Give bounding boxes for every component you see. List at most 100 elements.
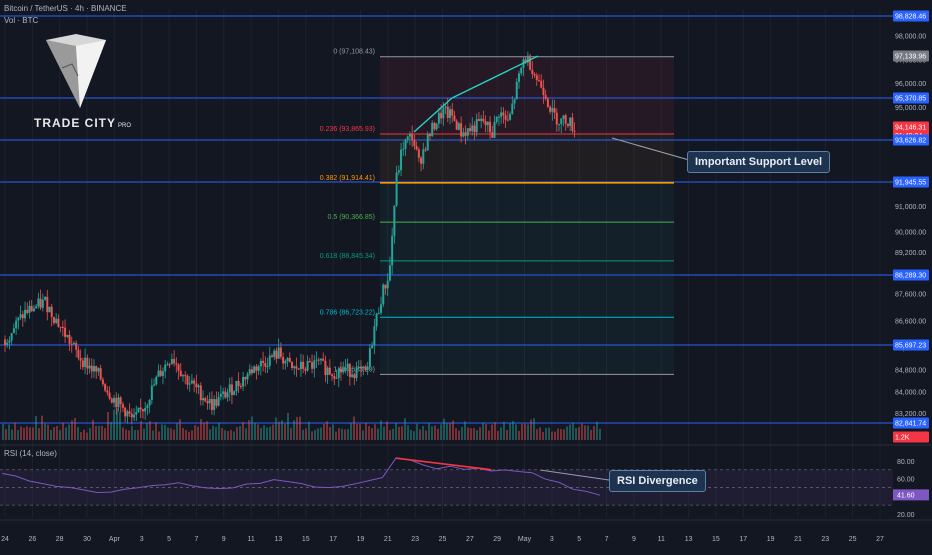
candle-body: [8, 340, 11, 343]
volume-bar: [542, 431, 544, 440]
volume-bar: [230, 429, 232, 440]
volume-bar: [149, 421, 151, 440]
volume-bar: [572, 422, 574, 440]
volume-bar: [32, 427, 34, 440]
volume-bar: [104, 428, 106, 440]
volume-bar: [377, 428, 379, 440]
candle-body: [4, 339, 6, 346]
volume-bar: [248, 420, 250, 440]
candle-body: [86, 357, 89, 369]
volume-bar: [332, 424, 334, 440]
volume-bar: [83, 429, 85, 440]
volume-bar: [311, 431, 313, 440]
volume-bar: [437, 428, 439, 440]
volume-bar: [11, 429, 13, 440]
volume-bar: [461, 427, 463, 440]
volume-bar: [47, 424, 49, 440]
candle-body: [75, 343, 78, 350]
candle-body: [133, 414, 136, 418]
logo-name: TRADE CITY: [34, 116, 116, 130]
candle-body: [395, 172, 398, 206]
volume-bar: [374, 424, 376, 440]
candle-body: [173, 359, 176, 364]
candle-body: [224, 391, 227, 398]
time-axis-tick: 21: [794, 536, 802, 543]
divergence-callout[interactable]: RSI Divergence: [609, 470, 706, 492]
candle-body: [344, 368, 347, 370]
candle-body: [524, 59, 527, 63]
candle-body: [393, 205, 396, 236]
volume-bar: [56, 426, 58, 440]
trendline-segment-2: [451, 55, 539, 99]
candle-body: [308, 361, 311, 363]
volume-bar: [155, 422, 157, 440]
candle-body: [428, 133, 431, 137]
volume-bar: [95, 425, 97, 440]
volume-bar: [251, 416, 253, 440]
fib-label-0.618: 0.618 (88,845.34): [320, 253, 375, 260]
candle-body: [35, 306, 38, 309]
candle-body: [475, 119, 478, 133]
price-tag-bg: [893, 269, 929, 281]
candle-body: [139, 407, 142, 410]
candle-body: [237, 380, 240, 387]
volume-bar: [284, 423, 286, 440]
volume-bar: [326, 421, 328, 440]
candle-body: [555, 112, 558, 125]
volume-bar: [41, 415, 43, 440]
candle-body: [335, 377, 338, 379]
rsi-legend: RSI (14, close): [4, 449, 57, 458]
price-tag-bg: [893, 50, 929, 62]
candle-body: [502, 112, 505, 116]
candle-body: [10, 333, 13, 341]
volume-bar: [350, 423, 352, 440]
volume-bar: [239, 426, 241, 440]
volume-bar: [113, 409, 115, 440]
candle-body: [144, 408, 147, 412]
volume-bar: [71, 420, 73, 440]
volume-bar: [569, 424, 571, 440]
volume-bar: [581, 423, 583, 440]
time-axis-tick: 23: [411, 536, 419, 543]
candle-body: [566, 123, 569, 126]
candle-body: [297, 368, 300, 370]
volume-bar: [305, 428, 307, 440]
candle-body: [52, 316, 55, 323]
rsi-axis-tick: 60.00: [897, 477, 915, 484]
volume-bar: [137, 429, 139, 440]
price-axis-tick: 83,200.00: [895, 411, 926, 418]
volume-bar: [299, 416, 301, 440]
candle-body: [549, 106, 552, 112]
time-axis-tick: 9: [632, 536, 636, 543]
volume-bar: [194, 425, 196, 440]
candle-body: [50, 306, 53, 317]
time-axis-tick: 27: [466, 536, 474, 543]
price-tag-bg: [893, 134, 929, 146]
volume-bar: [557, 428, 559, 440]
candle-body: [331, 374, 334, 377]
volume-bar: [125, 429, 127, 440]
time-axis-tick: 26: [28, 536, 36, 543]
volume-bar: [122, 427, 124, 440]
volume-bar: [173, 429, 175, 440]
volume-bar: [488, 430, 490, 440]
candle-body: [168, 364, 171, 366]
candle-body: [440, 112, 443, 119]
volume-bar: [383, 426, 385, 440]
candle-body: [315, 359, 318, 361]
candle-body: [222, 391, 225, 394]
candle-body: [24, 309, 27, 319]
candle-body: [72, 343, 75, 345]
price-tag-level: 93,626.82: [895, 137, 926, 144]
support-callout[interactable]: Important Support Level: [687, 151, 831, 173]
candle-body: [282, 357, 285, 364]
volume-bar: [281, 420, 283, 440]
time-axis-tick: 28: [56, 536, 64, 543]
candle-body: [324, 360, 327, 376]
time-axis-tick: 17: [739, 536, 747, 543]
price-axis-tick: 87,600.00: [895, 292, 926, 299]
time-axis-tick: 7: [605, 536, 609, 543]
volume-bar: [482, 422, 484, 440]
